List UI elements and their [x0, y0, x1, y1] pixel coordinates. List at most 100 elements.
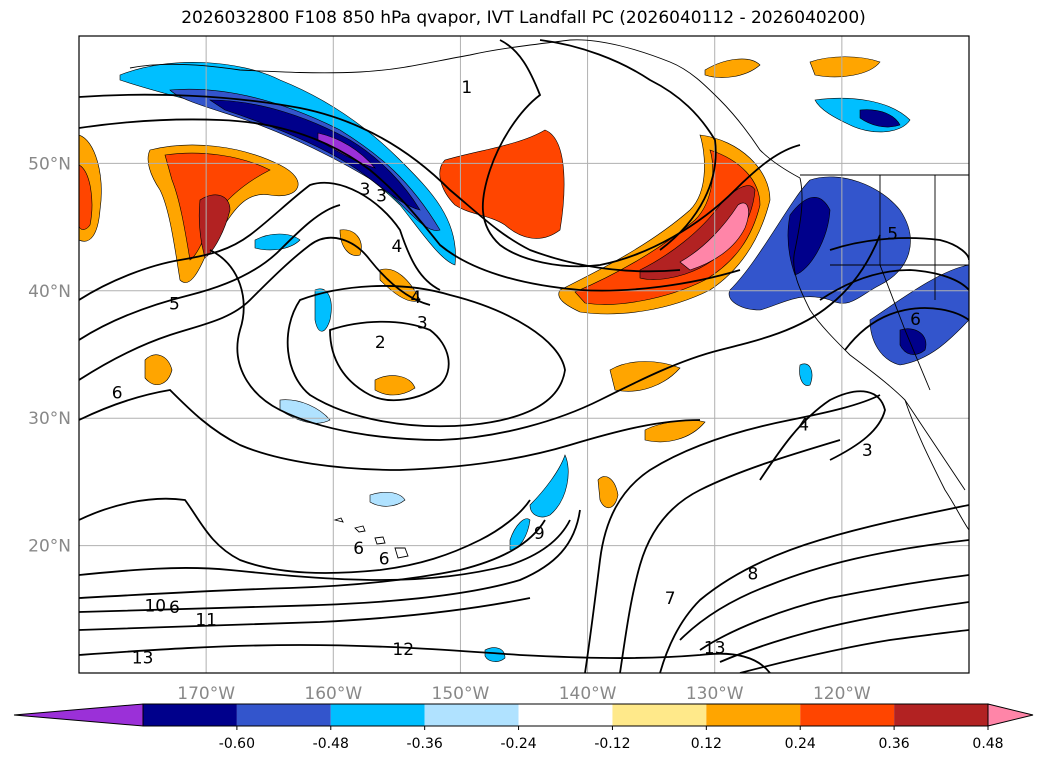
- contour-label: 3: [376, 186, 387, 206]
- contour-line: [659, 504, 969, 673]
- contour-line: [539, 39, 717, 251]
- colorbar-tick-label: 0.12: [691, 736, 722, 752]
- contour-line: [79, 181, 441, 301]
- state-border: [879, 264, 931, 391]
- contour-line: [481, 39, 801, 268]
- contour-line: [79, 236, 431, 381]
- longitude-tick-label: 170°W: [177, 684, 235, 704]
- latitude-tick-label: 30°N: [28, 409, 71, 429]
- negative-anomaly-region: [799, 363, 813, 386]
- positive-anomaly-region: [609, 361, 681, 392]
- colorbar-segment: [330, 704, 425, 726]
- coastlines: [129, 39, 969, 559]
- contour-label: 3: [360, 180, 371, 200]
- contour-line: [829, 237, 969, 261]
- positive-anomaly-region: [374, 375, 416, 396]
- longitude-tick-label: 140°W: [559, 684, 617, 704]
- colorbar-segment: [143, 704, 237, 726]
- colorbar-tick-label: -0.36: [407, 736, 443, 752]
- latitude-tick-label: 20°N: [28, 537, 71, 557]
- contour-line: [79, 93, 681, 273]
- contour-line: [844, 307, 969, 351]
- negative-anomaly-region: [317, 132, 376, 169]
- contour-line: [79, 204, 341, 341]
- contour-line: [79, 644, 771, 673]
- negative-anomaly-region: [869, 264, 969, 366]
- colorbar-tick-label: 0.48: [972, 736, 1003, 752]
- colorbar-segment: [706, 704, 801, 726]
- colorbar-segment: [518, 704, 613, 726]
- contour-label: 3: [862, 441, 873, 461]
- latitude-tick-labels: 50°N 40°N 30°N 20°N: [28, 154, 71, 556]
- contour-label: 2: [375, 333, 386, 353]
- negative-anomaly-region: [529, 454, 569, 518]
- positive-anomaly-region: [597, 476, 619, 508]
- negative-anomaly-region: [169, 89, 441, 231]
- contour-line: [79, 597, 531, 631]
- longitude-tick-label: 120°W: [813, 684, 871, 704]
- contour-label: 6: [379, 549, 390, 569]
- positive-anomaly-region: [439, 129, 565, 239]
- contour-label: 5: [887, 224, 898, 244]
- contour-label: 6: [169, 598, 180, 618]
- colorbar-segment: [800, 704, 895, 726]
- contour-line: [79, 509, 581, 613]
- contour-label: 10: [144, 596, 166, 616]
- latitude-tick-label: 40°N: [28, 282, 71, 302]
- positive-anomaly-region: [379, 268, 421, 302]
- contour-label: 6: [910, 310, 921, 330]
- contour-line: [79, 519, 571, 581]
- contour-line: [759, 390, 886, 481]
- map-frame: [78, 35, 970, 674]
- positive-anomaly-region: [144, 354, 173, 385]
- hawaii-islands: [333, 517, 409, 559]
- contour-label: 7: [665, 589, 676, 609]
- colorbar-tick-label: -0.12: [594, 736, 630, 752]
- contour-label: 6: [353, 539, 364, 559]
- latitude-tick-label: 50°N: [28, 154, 71, 174]
- colorbar-extend-max: [987, 703, 1034, 727]
- negative-anomaly-region: [254, 233, 301, 251]
- colorbar-extend-min: [13, 703, 144, 727]
- contour-line: [699, 574, 969, 651]
- contour-line: [79, 519, 546, 599]
- colorbar-frame: [142, 703, 989, 727]
- positive-anomaly-region: [644, 420, 706, 443]
- colorbar-segment: [424, 704, 519, 726]
- colorbar-segment: [612, 704, 707, 726]
- baja-coast: [904, 399, 969, 531]
- positive-anomaly-region: [639, 185, 756, 280]
- negative-anomaly-region: [484, 647, 506, 662]
- contour-lines: [79, 39, 969, 673]
- colorbar-segment: [894, 704, 988, 726]
- negative-anomaly-region: [859, 109, 901, 128]
- negative-anomaly-region: [899, 328, 927, 355]
- colorbar-segment: [236, 704, 331, 726]
- negative-anomaly-region: [369, 491, 406, 507]
- contour-label: 13: [704, 639, 726, 659]
- negative-anomaly-region: [314, 288, 332, 332]
- contour-line: [79, 497, 531, 574]
- plot-title: 2026032800 F108 850 hPa qvapor, IVT Land…: [181, 8, 866, 28]
- contour-label: 12: [392, 640, 414, 660]
- contour-line: [719, 601, 969, 663]
- contour-line: [584, 394, 881, 673]
- colorbar-tick-label: -0.60: [219, 736, 255, 752]
- colorbar: -0.60 -0.48 -0.36 -0.24 -0.12 0.12 0.24 0.36 0.4…: [13, 703, 1034, 752]
- contour-label: 3: [417, 314, 428, 334]
- contour-line: [79, 118, 741, 292]
- positive-anomaly-region: [198, 194, 231, 259]
- negative-anomaly-region: [209, 99, 421, 211]
- pacific-northwest-coast: [793, 177, 966, 491]
- contour-line: [739, 629, 969, 673]
- contour-label: 9: [534, 524, 545, 544]
- contour-line: [819, 269, 969, 301]
- negative-anomaly-region: [787, 197, 831, 276]
- colorbar-tick-label: -0.24: [500, 736, 536, 752]
- contour-label: 1: [461, 78, 472, 98]
- alaska-coast: [129, 39, 801, 179]
- contour-line: [209, 234, 881, 441]
- contour-line: [79, 389, 701, 471]
